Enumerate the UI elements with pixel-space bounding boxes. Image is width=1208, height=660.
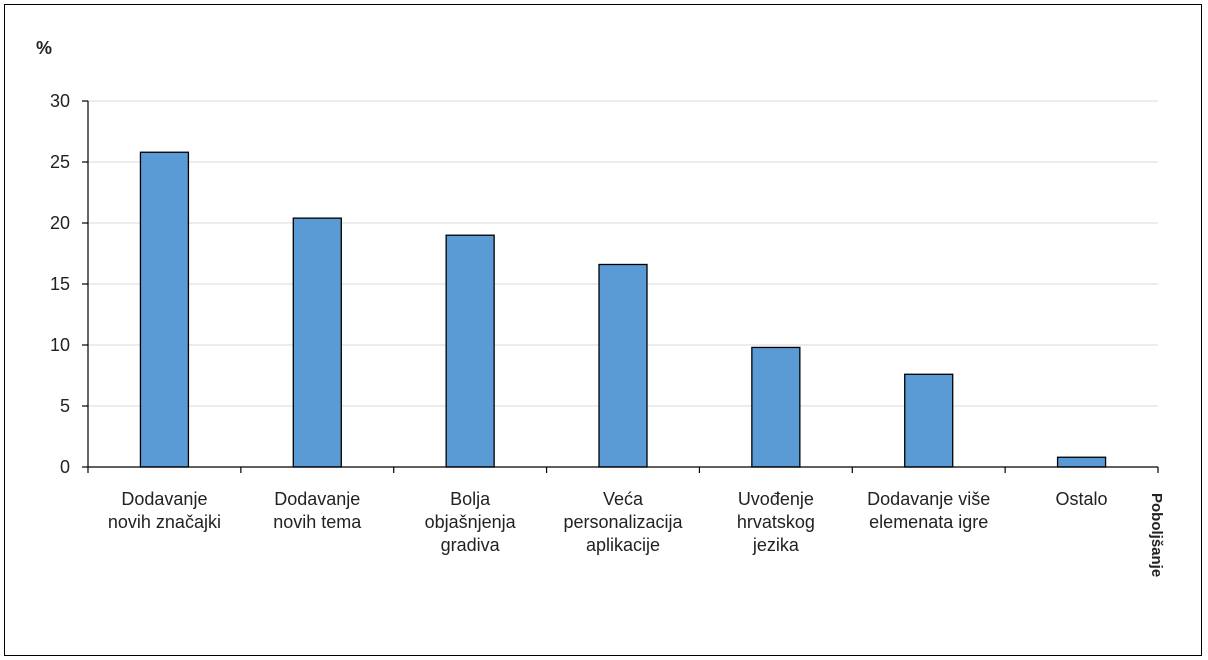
y-tick-label: 10	[50, 335, 70, 355]
y-tick-label: 5	[60, 396, 70, 416]
x-category-label-line: Ostalo	[1056, 489, 1108, 509]
x-category-label-line: Dodavanje	[274, 489, 360, 509]
gridlines	[88, 100, 1158, 407]
x-category-label: Dodavanje više elemenata igre	[867, 489, 990, 532]
bar	[598, 263, 648, 468]
x-category-label-line: novih značajki	[108, 512, 221, 532]
x-category-label-line: personalizacija	[563, 512, 683, 532]
y-tick-labels: 0 5 10 15 20 25 30	[50, 91, 70, 477]
x-category-label: Ostalo	[1056, 489, 1108, 509]
x-category-label-line: Uvođenje	[738, 489, 814, 509]
x-category-label-line: Dodavanje	[121, 489, 207, 509]
x-category-label: Dodavanje novih značajki	[108, 489, 221, 532]
x-category-label-line: Veća	[603, 489, 644, 509]
x-category-labels: Dodavanje novih značajki Dodavanje novih te…	[108, 489, 1108, 555]
x-category-label-line: novih tema	[273, 512, 362, 532]
x-category-label-line: hrvatskog	[737, 512, 815, 532]
x-category-label-line: objašnjenja	[425, 512, 517, 532]
x-category-label-line: aplikacije	[586, 535, 660, 555]
y-tick-label: 0	[60, 457, 70, 477]
bar	[1056, 456, 1107, 468]
bar	[445, 234, 495, 468]
y-tick-label: 30	[50, 91, 70, 111]
bar	[139, 151, 190, 468]
y-tick-label: 20	[50, 213, 70, 233]
y-tick-label: 25	[50, 152, 70, 172]
x-category-label-line: Dodavanje više	[867, 489, 990, 509]
y-axis-title: %	[36, 38, 52, 58]
y-tick-label: 15	[50, 274, 70, 294]
x-category-label-line: Bolja	[450, 489, 491, 509]
x-category-label: Veća personalizacija aplikacije	[563, 489, 683, 555]
x-category-label: Dodavanje novih tema	[273, 489, 362, 532]
x-category-label: Bolja objašnjenja gradiva	[425, 489, 517, 555]
x-category-label-line: gradiva	[441, 535, 501, 555]
axes	[82, 100, 1159, 473]
x-axis-title: Poboljšanje	[1148, 493, 1165, 577]
bar	[292, 217, 342, 468]
x-category-label: Uvođenje hrvatskog jezika	[737, 489, 815, 555]
x-category-label-line: jezika	[752, 535, 800, 555]
x-category-label-line: elemenata igre	[869, 512, 988, 532]
bar	[904, 373, 954, 468]
bar	[751, 346, 801, 468]
bars	[139, 151, 1107, 468]
